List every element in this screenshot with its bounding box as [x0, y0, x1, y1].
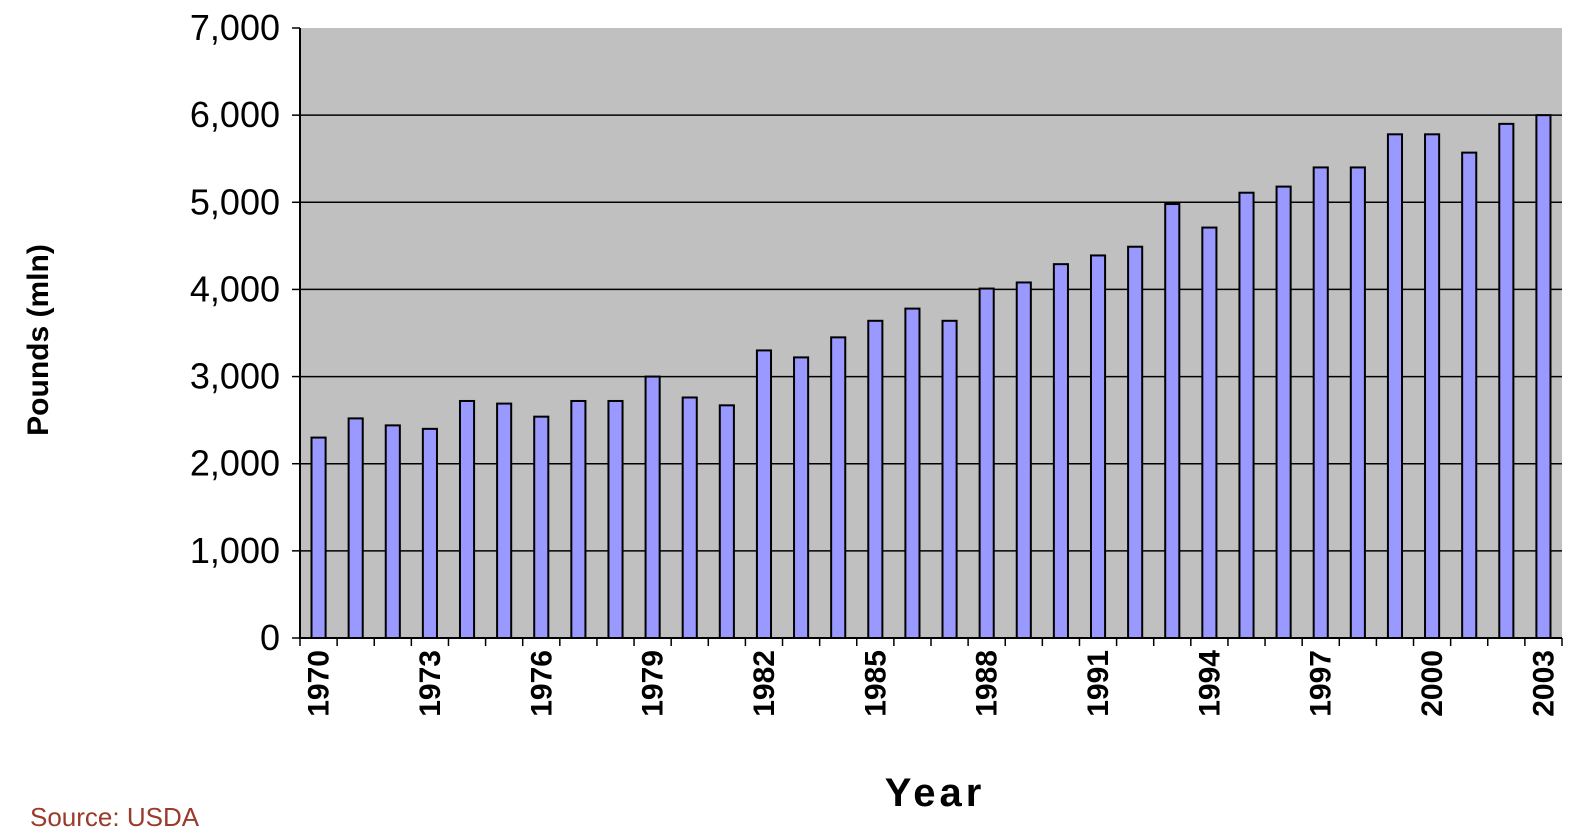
y-tick-label: 5,000 — [190, 181, 280, 222]
x-tick-label: 1976 — [525, 650, 558, 717]
bar-1977 — [570, 399, 587, 639]
x-tick-label: 1985 — [859, 650, 892, 717]
bar-1973 — [421, 427, 438, 639]
y-tick-label: 4,000 — [190, 268, 280, 309]
bar-1991 — [1089, 254, 1107, 639]
x-tick-label: 1994 — [1193, 650, 1226, 717]
x-tick-label: 1988 — [971, 650, 1004, 717]
bar-1995 — [1238, 191, 1255, 639]
y-tick-label: 1,000 — [190, 530, 280, 571]
x-tick-label: 1973 — [414, 650, 447, 717]
bar-1976 — [533, 415, 550, 639]
bar-1970 — [310, 436, 327, 640]
x-tick-labels: 1970 1973 1976 1979 1982 1985 1988 1991 1994 1997… — [303, 650, 1561, 717]
plot-area — [300, 28, 1562, 638]
bar-1988 — [978, 287, 995, 639]
y-tick-label: 2,000 — [190, 443, 280, 484]
bar-1990 — [1052, 263, 1069, 639]
bar-1999 — [1386, 133, 1404, 639]
bar-1981 — [718, 404, 735, 640]
bar-1978 — [607, 399, 624, 639]
bar-1971 — [347, 417, 364, 639]
bar-2002 — [1498, 122, 1515, 640]
bar-1986 — [904, 307, 921, 639]
x-tick-label: 1991 — [1082, 650, 1115, 717]
y-tick-label: 7,000 — [190, 7, 280, 48]
x-tick-label: 1997 — [1305, 650, 1338, 717]
bar-1997 — [1312, 166, 1329, 640]
bar-1989 — [1015, 281, 1032, 639]
x-tick-label: 2003 — [1527, 650, 1560, 717]
axes — [299, 28, 1563, 646]
bar-1992 — [1127, 245, 1144, 639]
y-tick-labels: 0 1,000 2,000 3,000 4,000 5,000 6,000 7,000 — [190, 7, 280, 658]
x-tick-label: 2000 — [1416, 650, 1449, 717]
y-tick-label: 3,000 — [190, 356, 280, 397]
bar-2003 — [1535, 114, 1552, 639]
bar-1975 — [496, 402, 513, 640]
bar-1974 — [458, 399, 476, 639]
x-tick-label: 1979 — [637, 650, 670, 717]
bar-1998 — [1349, 166, 1366, 640]
bar-1972 — [384, 424, 401, 639]
y-tick-label: 6,000 — [190, 94, 280, 135]
x-axis-title: Year — [885, 771, 986, 815]
x-tick-label: 1982 — [748, 650, 781, 717]
bar-1982 — [755, 349, 773, 639]
bar-1994 — [1201, 226, 1218, 640]
x-tick-label: 1970 — [303, 650, 336, 717]
bar-1979 — [644, 375, 661, 639]
source-note: Source: USDA — [30, 802, 200, 832]
bar-2001 — [1461, 151, 1478, 639]
y-axis-title: Pounds (mln) — [22, 244, 55, 436]
bar-1983 — [793, 356, 810, 639]
bar-2000 — [1424, 133, 1441, 639]
bar-1984 — [830, 336, 847, 639]
bar-1993 — [1164, 203, 1181, 639]
bar-1996 — [1275, 185, 1292, 639]
bar-1987 — [941, 319, 958, 639]
bar-1985 — [867, 319, 884, 639]
y-tick-label: 0 — [260, 617, 280, 658]
bar-1980 — [681, 396, 698, 639]
